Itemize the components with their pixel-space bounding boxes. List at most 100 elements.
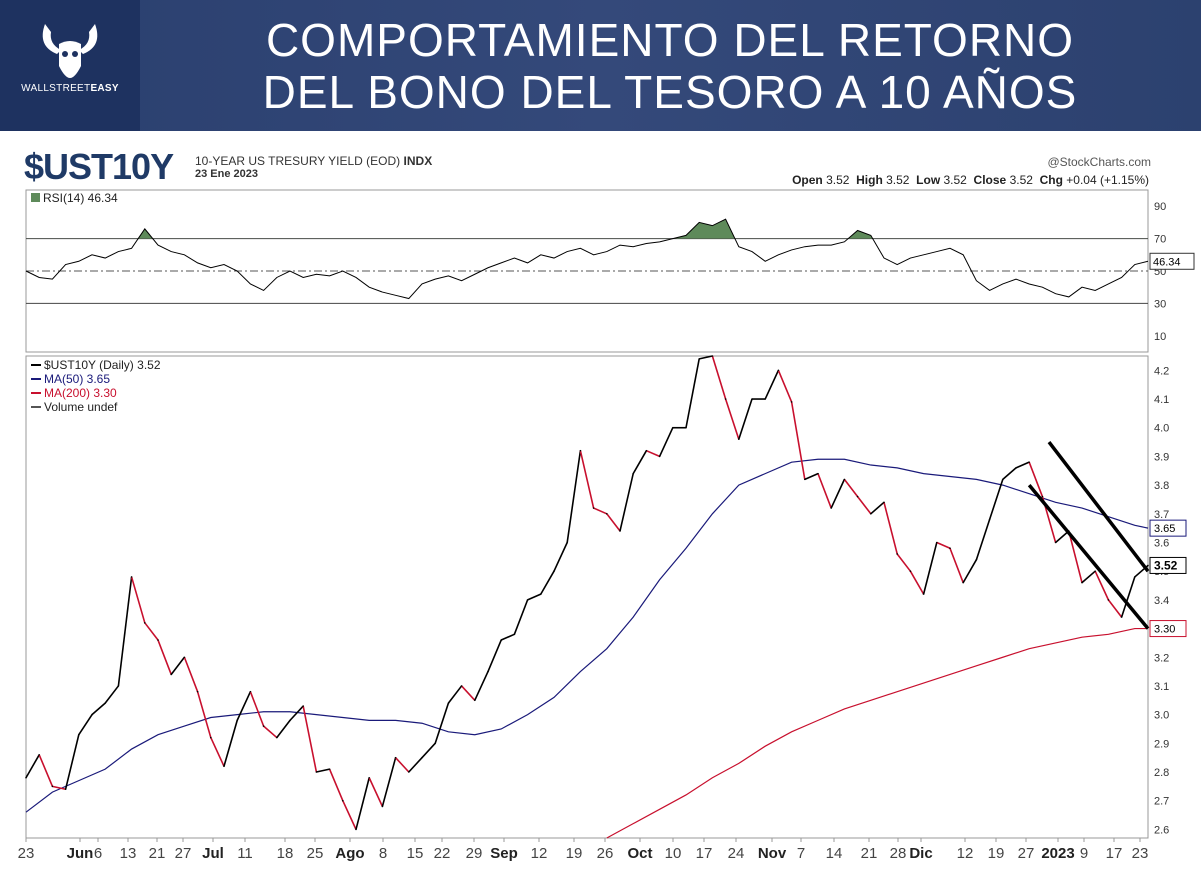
last-value-box [1149, 620, 1187, 638]
price-point [91, 713, 93, 716]
price-segment [606, 513, 621, 532]
price-point [447, 702, 450, 704]
price-point [711, 355, 714, 357]
rsi-last-value-label: 46.34 [1153, 256, 1181, 268]
price-segment [777, 370, 793, 403]
price-point [434, 742, 437, 745]
x-tick-label: 11 [237, 845, 253, 862]
price-segment [1028, 461, 1044, 497]
price-point [724, 398, 727, 400]
price-point [909, 570, 912, 572]
x-tick-label: 27 [175, 845, 192, 862]
price-point [698, 358, 700, 360]
x-tick-label: Jul [202, 845, 224, 862]
x-tick-label: 13 [120, 845, 137, 862]
x-axis: 23 Jun 6 13 21 27 Jul 11 18 25 Ago 8 15 22 29 Sep 12 19 26… [18, 838, 1148, 862]
x-tick-label: 18 [277, 845, 294, 862]
price-segment [738, 398, 753, 440]
x-tick-label: 12 [957, 845, 974, 862]
logo-text: WALLSTREETEASY [21, 83, 119, 94]
price-point [1120, 616, 1123, 618]
price-segment [685, 358, 700, 428]
price-segment [883, 502, 898, 555]
price-point [408, 771, 410, 773]
price-point [117, 685, 120, 687]
price-segment [157, 639, 172, 675]
price-point [1041, 495, 1044, 498]
x-tick-label: 24 [728, 845, 745, 862]
x-tick-label: 10 [665, 845, 682, 862]
price-point [460, 685, 463, 687]
stockcharts-credit: @StockCharts.com [1047, 155, 1151, 169]
price-tick-label: 3.8 [1154, 480, 1169, 492]
price-point [790, 401, 793, 403]
price-point [302, 705, 305, 707]
price-point [606, 512, 608, 515]
price-segment [1002, 467, 1017, 480]
price-segment [711, 355, 727, 400]
price-segment [593, 507, 608, 515]
price-segment [790, 401, 806, 480]
rsi-tick-label: 10 [1154, 331, 1166, 343]
price-point [289, 719, 291, 722]
x-tick-label: 9 [1080, 845, 1088, 862]
price-point [751, 398, 753, 400]
price-point [896, 553, 898, 555]
price-point [619, 530, 621, 532]
x-tick-label: 19 [988, 845, 1005, 862]
price-segment [342, 800, 357, 830]
price-point [949, 547, 951, 550]
price-segment [513, 599, 529, 635]
x-tick-label: 2023 [1041, 845, 1074, 862]
price-segment [896, 553, 912, 572]
rsi-tick-label: 30 [1154, 298, 1166, 310]
price-point [817, 472, 819, 475]
title-line-2: DEL BONO DEL TESORO A 10 AÑOS [262, 66, 1078, 118]
price-point [658, 455, 661, 458]
last-value-box [1149, 556, 1187, 574]
chart-date: 23 Ene 2023 [195, 168, 258, 180]
price-point [513, 633, 516, 636]
price-segment [619, 473, 634, 532]
price-frame [25, 355, 1149, 839]
price-segment [355, 777, 370, 830]
price-segment [1120, 576, 1136, 618]
rsi-legend-text: RSI(14) 46.34 [43, 191, 118, 205]
x-tick-label: Dic [909, 845, 932, 862]
price-tick-label: 4.0 [1154, 423, 1169, 435]
x-tick-label: Ago [335, 845, 364, 862]
price-point [249, 690, 252, 693]
logo-area: WALLSTREETEASY [0, 0, 140, 131]
price-segment [316, 768, 330, 773]
last-value-box [1149, 519, 1187, 537]
x-tick-label: 27 [1018, 845, 1035, 862]
rsi-legend-icon [31, 193, 40, 202]
price-point [1107, 599, 1110, 601]
price-point [1094, 570, 1096, 572]
price-tick-label: 3.4 [1154, 595, 1169, 607]
price-segment [632, 450, 648, 475]
price-segment [91, 702, 106, 716]
price-segment [699, 355, 713, 360]
page-title: COMPORTAMIENTO DEL RETORNO DEL BONO DEL … [150, 14, 1190, 118]
price-point [856, 495, 859, 498]
price-segment [381, 757, 397, 807]
price-segment [395, 757, 410, 773]
price-segment [434, 702, 450, 744]
price-point [25, 776, 27, 779]
price-segment [962, 559, 978, 584]
x-tick-label: 12 [531, 845, 548, 862]
price-segment [487, 639, 502, 672]
price-tick-label: 4.1 [1154, 394, 1169, 406]
price-point [526, 599, 529, 601]
price-point [1002, 478, 1004, 481]
x-tick-label: 17 [1106, 845, 1123, 862]
price-segment [263, 725, 278, 739]
price-point [500, 639, 503, 641]
x-tick-label: 8 [379, 845, 387, 862]
price-segment [553, 542, 568, 572]
price-point [104, 702, 106, 704]
price-tick-label: 3.9 [1154, 451, 1169, 463]
title-line-1: COMPORTAMIENTO DEL RETORNO [265, 14, 1075, 66]
